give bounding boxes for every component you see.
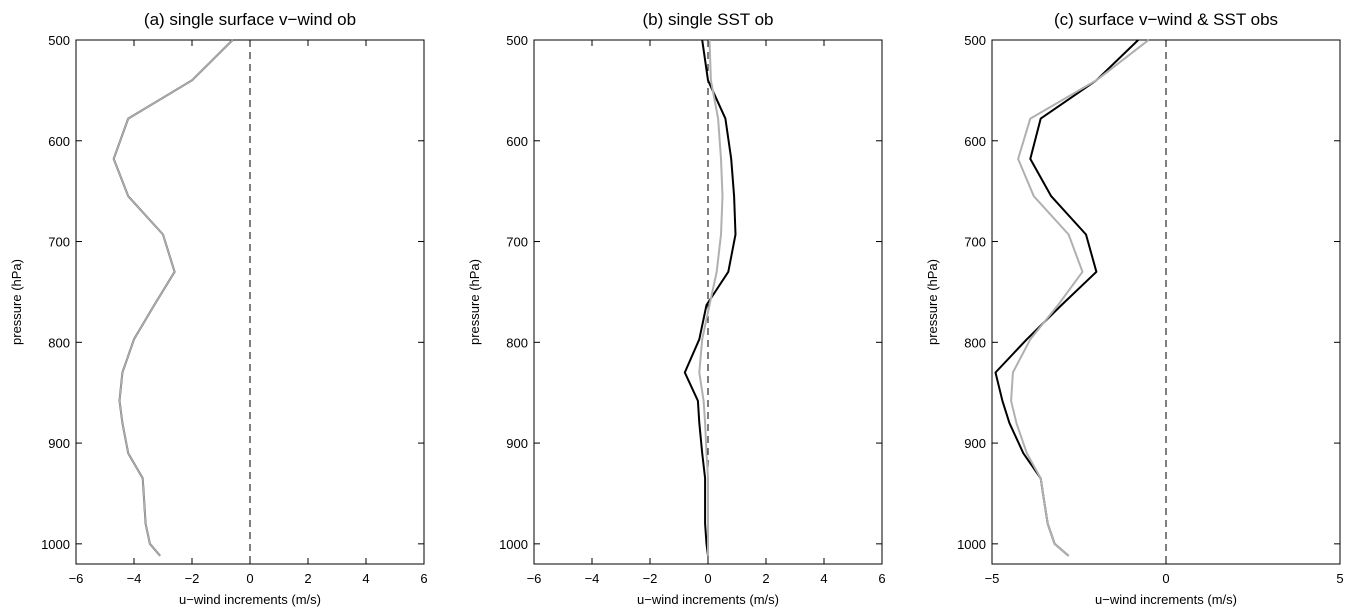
x-axis-label: u−wind increments (m/s) [179, 592, 321, 607]
x-tick-label: 5 [1336, 571, 1343, 586]
y-tick-label: 1000 [41, 537, 70, 552]
series-line-1 [994, 39, 1139, 557]
x-tick-label: −5 [985, 571, 1000, 586]
x-axis-label: u−wind increments (m/s) [1095, 592, 1237, 607]
y-axis-label: pressure (hPa) [467, 259, 482, 345]
y-tick-label: 900 [964, 436, 986, 451]
x-tick-label: −4 [585, 571, 600, 586]
chart-title: (a) single surface v−wind ob [144, 10, 356, 29]
series-line-1 [683, 39, 737, 557]
y-tick-label: 500 [964, 33, 986, 48]
y-tick-label: 500 [506, 33, 528, 48]
y-tick-label: 900 [506, 436, 528, 451]
y-tick-label: 600 [506, 134, 528, 149]
y-axis-label: pressure (hPa) [9, 259, 24, 345]
y-tick-label: 700 [48, 235, 70, 250]
y-tick-label: 500 [48, 33, 70, 48]
chart-title: (c) surface v−wind & SST obs [1054, 10, 1278, 29]
x-tick-label: 4 [362, 571, 369, 586]
y-axis-label: pressure (hPa) [925, 259, 940, 345]
x-tick-label: −2 [643, 571, 658, 586]
y-tick-label: 800 [964, 335, 986, 350]
y-tick-label: 600 [48, 134, 70, 149]
x-tick-label: 0 [246, 571, 253, 586]
x-tick-label: −4 [127, 571, 142, 586]
x-tick-label: 6 [878, 571, 885, 586]
series-line-2 [698, 39, 724, 556]
x-tick-label: 0 [704, 571, 711, 586]
chart-panel-2: −6 −4 −2 0 2 4 6 500 600 700 800 900 1000 (b) single … [467, 10, 886, 607]
x-tick-label: 2 [762, 571, 769, 586]
series-line-2 [112, 39, 234, 557]
series-line-2 [1010, 39, 1150, 557]
y-tick-label: 700 [964, 235, 986, 250]
y-tick-label: 1000 [957, 537, 986, 552]
x-tick-label: 6 [420, 571, 427, 586]
y-tick-label: 700 [506, 235, 528, 250]
x-tick-label: −6 [527, 571, 542, 586]
x-tick-label: −6 [69, 571, 84, 586]
x-axis-label: u−wind increments (m/s) [637, 592, 779, 607]
y-tick-label: 1000 [499, 537, 528, 552]
y-tick-label: 800 [48, 335, 70, 350]
chart-title: (b) single SST ob [642, 10, 773, 29]
y-tick-label: 900 [48, 436, 70, 451]
y-tick-label: 600 [964, 134, 986, 149]
x-tick-label: 4 [820, 571, 827, 586]
x-tick-label: 2 [304, 571, 311, 586]
chart-panel-3: −5 0 5 500 600 700 800 900 1000 (c) surface v−win… [925, 10, 1344, 607]
x-tick-label: −2 [185, 571, 200, 586]
x-tick-label: 0 [1162, 571, 1169, 586]
chart-panel-1: −6 −4 −2 0 2 4 6 500 600 700 800 900 1000 (a) single … [9, 10, 428, 607]
y-tick-label: 800 [506, 335, 528, 350]
